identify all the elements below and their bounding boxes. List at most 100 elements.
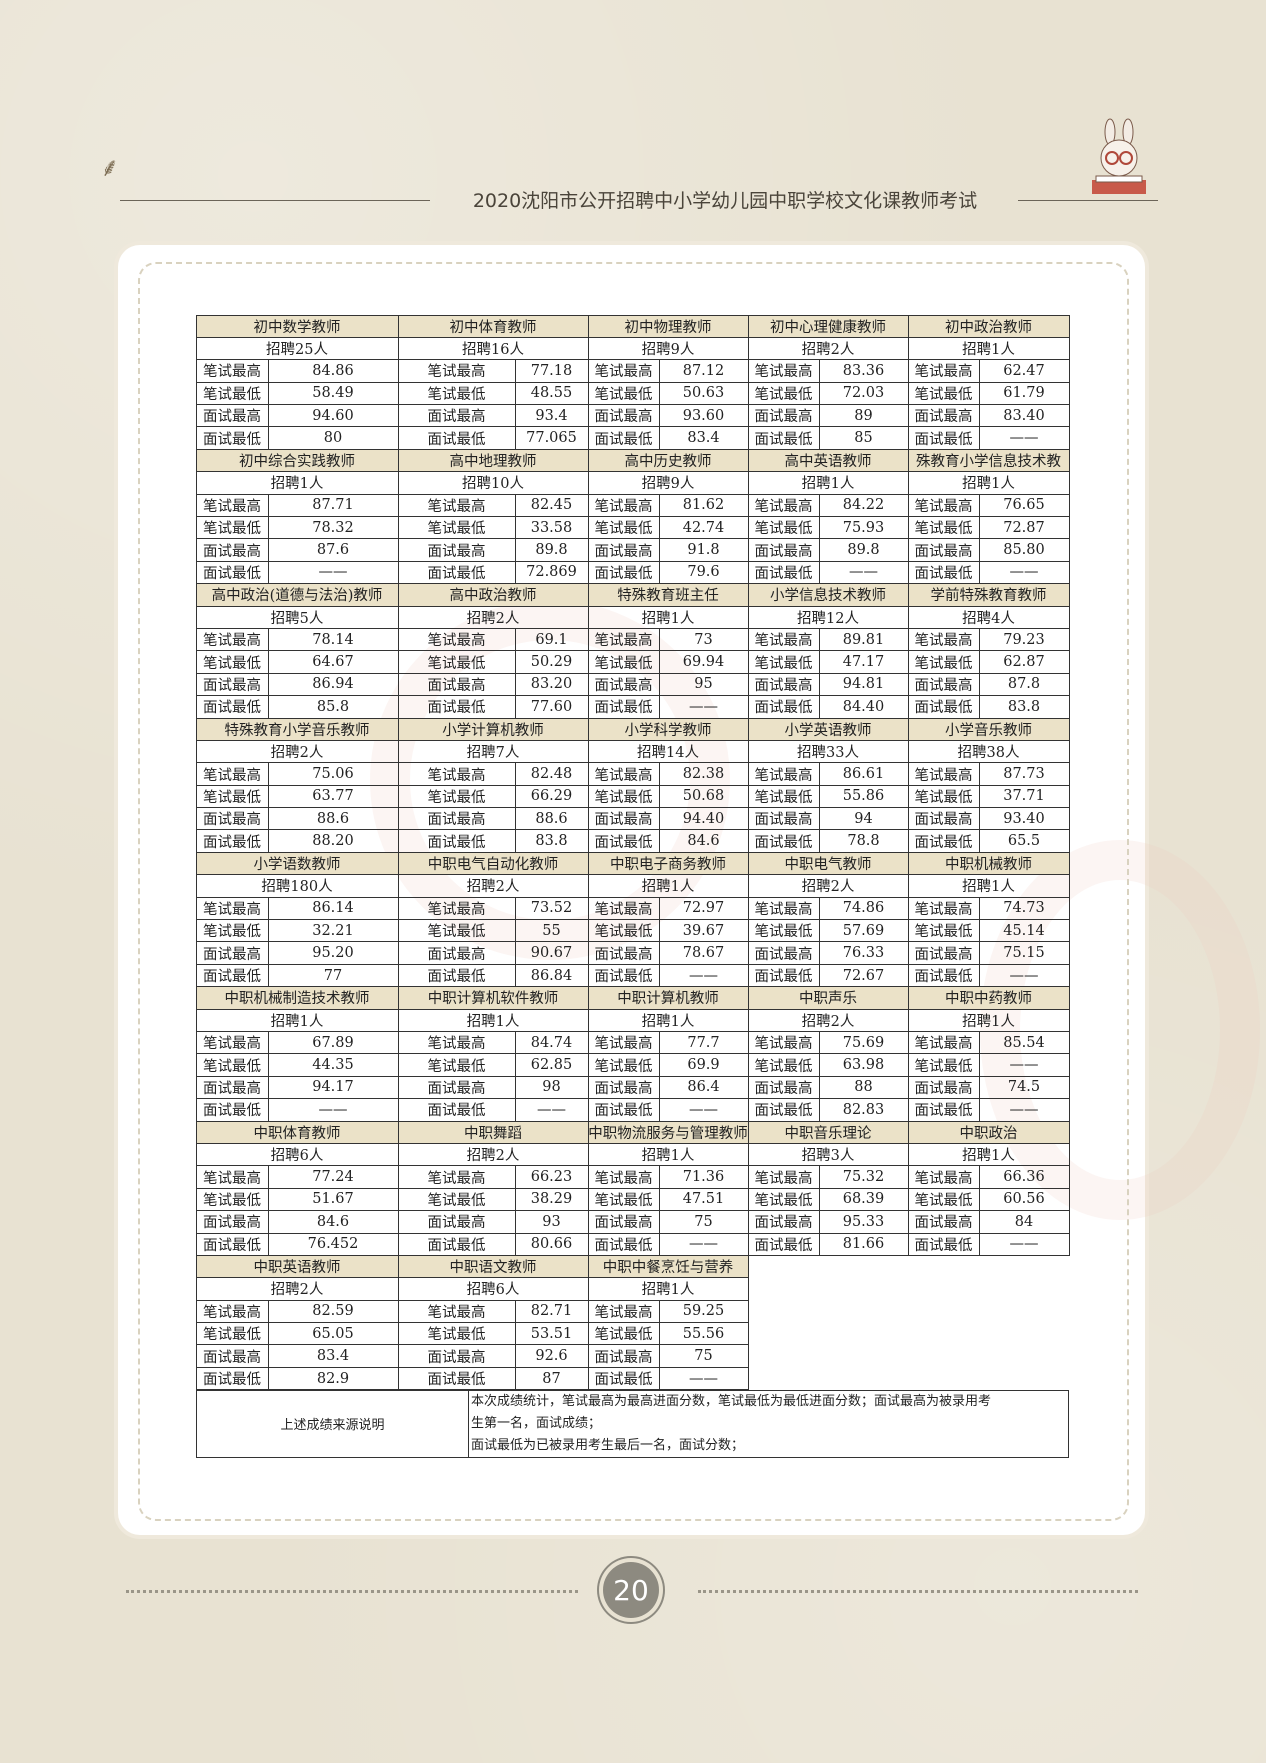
score-row: 笔试最高 62.47 — [907, 359, 1070, 383]
footer-divider — [126, 1590, 578, 1593]
hire-count: 招聘3人 — [747, 1142, 909, 1167]
score-row: 面试最低 —— — [907, 1098, 1070, 1122]
score-label: 面试最低 — [747, 695, 820, 719]
score-row: 笔试最低 32.21 — [195, 919, 399, 943]
score-value: 75.06 — [267, 762, 399, 786]
score-value: 88.6 — [514, 807, 589, 831]
score-value: 75 — [658, 1210, 749, 1234]
source-note-text: 本次成绩统计，笔试最高为最高进面分数，笔试最低为最低进面分数；面试最高为被录用考… — [469, 1389, 1069, 1458]
score-value: 47.17 — [818, 650, 909, 674]
position-title: 中职物流服务与管理教师 — [587, 1120, 749, 1144]
score-row: 笔试最低 37.71 — [907, 784, 1070, 809]
hire-count: 招聘10人 — [397, 471, 589, 495]
score-label: 面试最高 — [195, 404, 269, 428]
hire-count: 招聘2人 — [747, 874, 909, 898]
score-label: 笔试最低 — [907, 650, 980, 674]
score-row: 面试最低 80 — [195, 426, 399, 450]
score-row: 笔试最高 77.7 — [587, 1031, 749, 1055]
score-value: 76.33 — [818, 941, 909, 965]
score-label: 面试最高 — [907, 807, 980, 831]
position-group: 高中政治(道德与法治)教师 招聘5人 笔试最高 78.14 笔试最低 64.67 面试最高 8… — [195, 583, 399, 719]
score-label: 笔试最低 — [747, 919, 820, 943]
score-value: 62.85 — [514, 1053, 589, 1077]
score-value: 98 — [514, 1075, 589, 1100]
hire-count: 招聘2人 — [747, 1008, 909, 1032]
score-row: 笔试最高 83.36 — [747, 359, 909, 383]
score-label: 面试最高 — [587, 941, 660, 965]
position-title: 初中体育教师 — [397, 314, 589, 338]
hire-count: 招聘1人 — [195, 1008, 399, 1032]
score-row: 面试最高 93.60 — [587, 404, 749, 428]
position-title: 初中物理教师 — [587, 314, 749, 338]
position-title: 小学科学教师 — [587, 717, 749, 741]
score-value: —— — [978, 963, 1070, 988]
score-value: 72.869 — [514, 560, 589, 585]
score-value: 67.89 — [267, 1031, 399, 1055]
score-value: 78.14 — [267, 627, 399, 652]
score-value: 82.9 — [267, 1366, 399, 1391]
score-label: 笔试最高 — [195, 359, 269, 383]
hire-count: 招聘180人 — [195, 874, 399, 898]
score-label: 面试最低 — [747, 963, 820, 988]
position-title: 中职电气自动化教师 — [397, 851, 589, 876]
score-label: 面试最低 — [747, 560, 820, 585]
score-label: 面试最低 — [587, 1098, 660, 1122]
score-label: 笔试最低 — [587, 1322, 660, 1346]
score-value: 82.48 — [514, 762, 589, 786]
score-value: 61.79 — [978, 381, 1070, 406]
hire-count: 招聘25人 — [195, 336, 399, 361]
score-row: 笔试最低 55.86 — [747, 784, 909, 809]
score-row: 笔试最低 39.67 — [587, 919, 749, 943]
position-title: 小学语数教师 — [195, 851, 399, 876]
score-row: 笔试最高 86.14 — [195, 896, 399, 921]
score-value: 77.60 — [514, 695, 589, 719]
mascot-rabbit-icon — [1092, 118, 1146, 194]
source-note-line: 面试最低为已被录用考生最后一名，面试分数； — [471, 1437, 745, 1453]
position-group: 中职电子商务教师 招聘1人 笔试最高 72.97 笔试最低 39.67 面试最高 78.67 面… — [587, 851, 749, 988]
score-value: —— — [658, 1098, 749, 1122]
score-row: 笔试最低 47.17 — [747, 650, 909, 674]
score-label: 笔试最高 — [747, 493, 820, 518]
score-label: 面试最高 — [195, 1344, 269, 1368]
score-label: 面试最低 — [195, 963, 269, 988]
score-value: 84 — [978, 1210, 1070, 1234]
score-label: 面试最高 — [587, 672, 660, 697]
hire-count: 招聘12人 — [747, 605, 909, 629]
score-row: 笔试最低 62.85 — [397, 1053, 589, 1077]
score-value: 38.29 — [514, 1187, 589, 1212]
score-value: 69.1 — [514, 627, 589, 652]
score-label: 笔试最高 — [747, 896, 820, 921]
score-value: 42.74 — [658, 516, 749, 540]
score-label: 面试最低 — [587, 829, 660, 853]
score-value: 64.67 — [267, 650, 399, 674]
score-row: 笔试最高 75.32 — [747, 1165, 909, 1189]
score-value: 84.74 — [514, 1031, 589, 1055]
position-title: 中职计算机软件教师 — [397, 986, 589, 1010]
score-label: 笔试最低 — [195, 1053, 269, 1077]
position-group: 小学语数教师 招聘180人 笔试最高 86.14 笔试最低 32.21 面试最高 95.20 面… — [195, 851, 399, 988]
score-value: 91.8 — [658, 538, 749, 562]
score-value: 75 — [658, 1344, 749, 1368]
hire-count: 招聘2人 — [195, 1277, 399, 1301]
score-row: 笔试最低 47.51 — [587, 1187, 749, 1212]
score-label: 笔试最高 — [587, 762, 660, 786]
score-value: 53.51 — [514, 1322, 589, 1346]
position-title: 高中英语教师 — [747, 448, 909, 473]
score-row: 面试最高 89.8 — [747, 538, 909, 562]
source-note-line: 本次成绩统计，笔试最高为最高进面分数，笔试最低为最低进面分数；面试最高为被录用考 — [471, 1393, 992, 1409]
score-value: 74.5 — [978, 1075, 1070, 1100]
position-group: 中职机械教师 招聘1人 笔试最高 74.73 笔试最低 45.14 面试最高 75.15 面试最… — [907, 851, 1070, 988]
score-label: 笔试最低 — [587, 650, 660, 674]
position-group: 中职物流服务与管理教师 招聘1人 笔试最高 71.36 笔试最低 47.51 面试最高 75 面… — [587, 1120, 749, 1256]
position-title: 中职中餐烹饪与营养 — [587, 1254, 749, 1279]
position-group: 中职中药教师 招聘1人 笔试最高 85.54 笔试最低 —— 面试最高 74.5 面试最低 —— — [907, 986, 1070, 1122]
score-label: 面试最低 — [587, 1232, 660, 1256]
score-value: —— — [658, 695, 749, 719]
score-row: 笔试最高 79.23 — [907, 627, 1070, 652]
score-value: —— — [267, 1098, 399, 1122]
score-value: 39.67 — [658, 919, 749, 943]
score-value: —— — [978, 426, 1070, 450]
score-row: 面试最低 85.8 — [195, 695, 399, 719]
position-group: 中职声乐 招聘2人 笔试最高 75.69 笔试最低 63.98 面试最高 88 面试最低 82.8… — [747, 986, 909, 1122]
position-group: 高中英语教师 招聘1人 笔试最高 84.22 笔试最低 75.93 面试最高 89.8 面试最低… — [747, 448, 909, 585]
